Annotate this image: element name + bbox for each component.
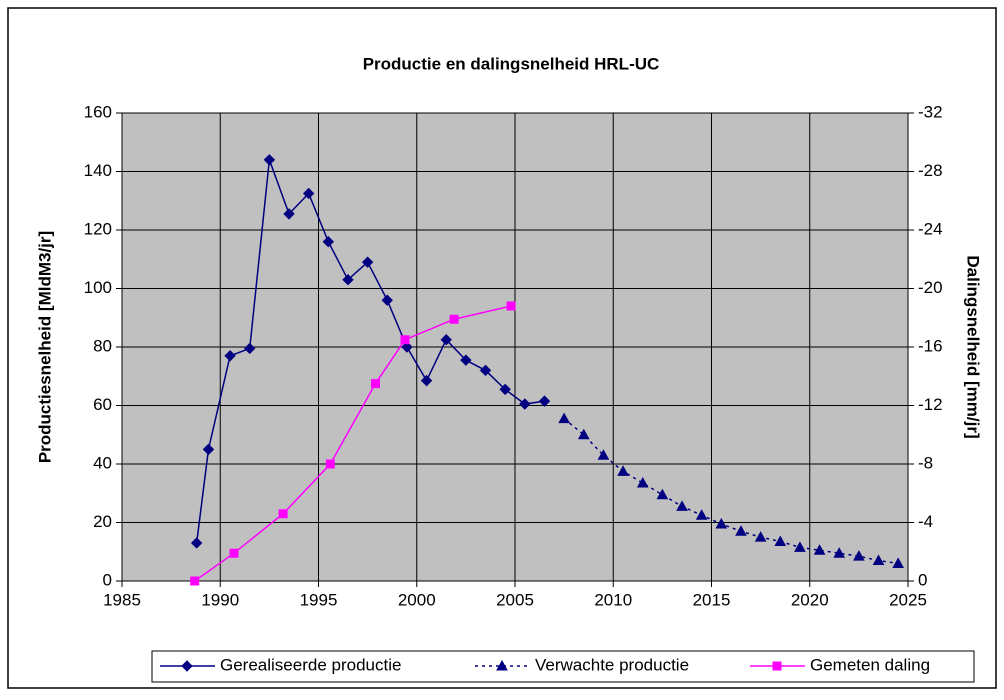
x-tick-label: 2005 [496, 590, 534, 609]
marker [229, 548, 239, 558]
marker [558, 412, 570, 424]
y2-tick-label: -4 [918, 512, 933, 531]
marker [833, 547, 846, 558]
marker [636, 476, 649, 488]
marker [774, 535, 787, 547]
marker [656, 488, 669, 500]
marker [794, 541, 806, 552]
y-tick-label: 60 [93, 395, 112, 414]
marker [400, 335, 410, 345]
legend-label: Gerealiseerde productie [220, 655, 401, 674]
marker [853, 550, 865, 561]
chart-title: Productie en dalingsnelheid HRL-UC [363, 54, 660, 73]
marker [302, 187, 315, 200]
marker [190, 537, 203, 549]
marker [190, 576, 200, 586]
marker [754, 531, 767, 542]
y2-tick-label: -20 [918, 278, 943, 297]
marker [499, 383, 511, 396]
marker [460, 354, 472, 366]
marker [479, 364, 492, 377]
marker [283, 208, 295, 220]
marker [278, 509, 288, 519]
marker [496, 659, 508, 671]
y2-tick-label: -12 [918, 395, 943, 414]
y2-tick-label: -8 [918, 453, 933, 472]
x-tick-label: 2000 [398, 590, 436, 609]
x-tick-label: 1995 [300, 590, 338, 609]
marker [519, 398, 531, 410]
marker [538, 395, 551, 407]
marker [772, 661, 782, 671]
marker [813, 544, 826, 555]
marker [401, 341, 413, 353]
marker [440, 333, 452, 346]
marker [244, 342, 256, 355]
marker [735, 525, 747, 536]
y2-tick-label: -24 [918, 219, 943, 238]
y-tick-label: 160 [84, 102, 112, 121]
legend-box [151, 650, 975, 683]
marker [381, 294, 393, 306]
marker [506, 301, 516, 311]
y-axis-label: Productiesnelheid [MldM3/jr] [35, 231, 54, 463]
x-tick-label: 2025 [889, 590, 927, 609]
y-tick-label: 80 [93, 336, 112, 355]
marker [342, 274, 354, 286]
x-tick-label: 2015 [693, 590, 731, 609]
y-tick-label: 20 [93, 512, 112, 531]
marker [370, 379, 380, 389]
y-tick-label: 100 [84, 278, 112, 297]
marker [617, 465, 629, 476]
marker [322, 235, 335, 248]
x-tick-label: 1985 [103, 590, 141, 609]
marker [892, 557, 905, 568]
y2-tick-label: -32 [918, 102, 943, 121]
marker [715, 517, 728, 529]
marker [420, 374, 433, 387]
marker [202, 443, 215, 456]
legend-label: Gemeten daling [810, 655, 930, 674]
marker [449, 314, 459, 324]
y2-axis-label: Dalingsnelheid [mm/jr] [964, 255, 983, 438]
marker [597, 449, 610, 460]
marker [577, 428, 590, 440]
marker [224, 350, 236, 362]
x-tick-label: 2020 [791, 590, 829, 609]
legend-label: Verwachte productie [535, 655, 689, 674]
y2-tick-label: -28 [918, 161, 943, 180]
y2-tick-label: 0 [918, 570, 927, 589]
y-tick-label: 140 [84, 161, 112, 180]
x-tick-label: 2010 [594, 590, 632, 609]
x-tick-label: 1990 [201, 590, 239, 609]
y-tick-label: 120 [84, 219, 112, 238]
marker [181, 660, 193, 672]
marker [872, 554, 885, 566]
marker [695, 509, 708, 520]
marker [361, 256, 374, 268]
marker [676, 500, 688, 511]
y-tick-label: 40 [93, 453, 112, 472]
marker [263, 154, 276, 166]
y2-tick-label: -16 [918, 336, 943, 355]
series-line [194, 305, 512, 582]
y-tick-label: 0 [103, 570, 112, 589]
marker [325, 459, 335, 469]
